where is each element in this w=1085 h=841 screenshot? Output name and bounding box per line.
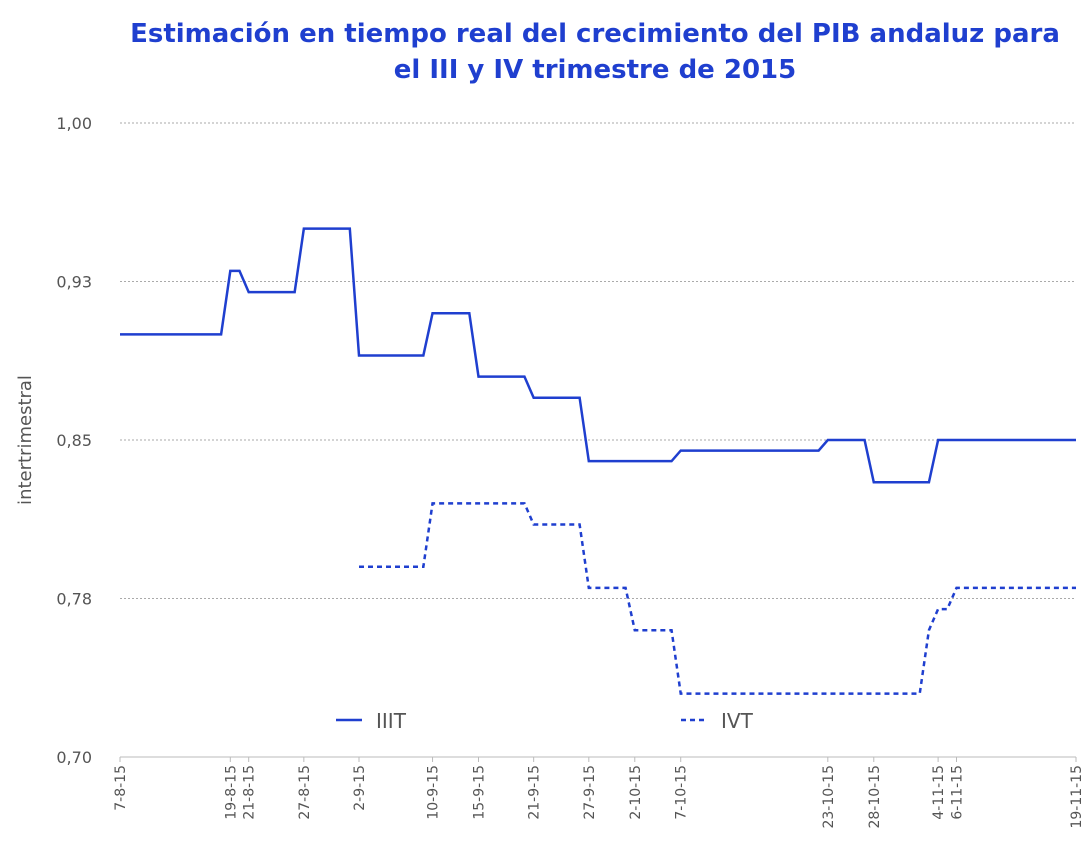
x-tick-label: 2-10-15: [628, 765, 644, 820]
chart-title: Estimación en tiempo real del crecimient…: [130, 19, 1060, 85]
x-tick-label: 10-9-15: [426, 765, 442, 820]
x-tick-label: 27-9-15: [582, 765, 598, 820]
x-tick-label: 15-9-15: [472, 765, 488, 820]
x-tick-label: 21-9-15: [527, 765, 543, 820]
y-tick-label: 0,85: [56, 431, 92, 450]
y-axis-label: intertrimestral: [15, 375, 36, 505]
legend-label: IIIT: [376, 709, 407, 733]
x-tick-label: 28-10-15: [867, 765, 883, 829]
x-tick-label: 6-11-15: [950, 765, 966, 820]
series-line: [120, 227, 1076, 484]
x-tick-label: 19-8-15: [223, 765, 239, 820]
series-line: [359, 502, 1076, 695]
x-tick-label: 2-9-15: [352, 765, 368, 811]
y-tick-label: 0,70: [56, 748, 92, 767]
y-tick-label: 0,93: [56, 273, 92, 292]
x-tick-label: 21-8-15: [242, 765, 258, 820]
x-tick-label: 4-11-15: [931, 765, 947, 820]
x-tick-label: 19-11-15: [1069, 765, 1085, 829]
x-tick-label: 7-8-15: [113, 765, 129, 811]
x-tick-label: 27-8-15: [297, 765, 313, 820]
y-tick-label: 0,78: [56, 590, 92, 609]
legend-label: IVT: [721, 709, 754, 733]
y-tick-label: 1,00: [56, 114, 92, 133]
x-tick-label: 7-10-15: [674, 765, 690, 820]
x-tick-label: 23-10-15: [821, 765, 837, 829]
